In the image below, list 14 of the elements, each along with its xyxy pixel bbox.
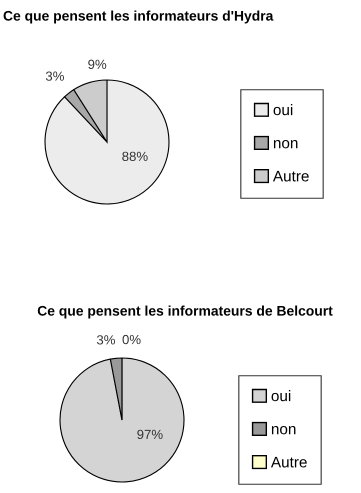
data-label: 3% [46, 71, 64, 81]
chart-title: Ce que pensent les informateurs d'Hydra [4, 10, 274, 24]
data-label: 88% [122, 152, 148, 162]
legend-label: Autre [272, 170, 309, 182]
legend-label: Autre [270, 456, 307, 468]
data-label: 9% [88, 60, 106, 69]
legend-label: non [274, 140, 298, 148]
data-label: 3% [96, 335, 115, 345]
legend-label: non [272, 426, 296, 434]
chart-title: Ce que pensent les informateurs de Belcourt [38, 306, 333, 318]
text: 0% [122, 334, 141, 344]
legend-label: oui [274, 104, 292, 116]
legend-label: oui [272, 390, 290, 402]
data-label: 97% [137, 430, 163, 440]
